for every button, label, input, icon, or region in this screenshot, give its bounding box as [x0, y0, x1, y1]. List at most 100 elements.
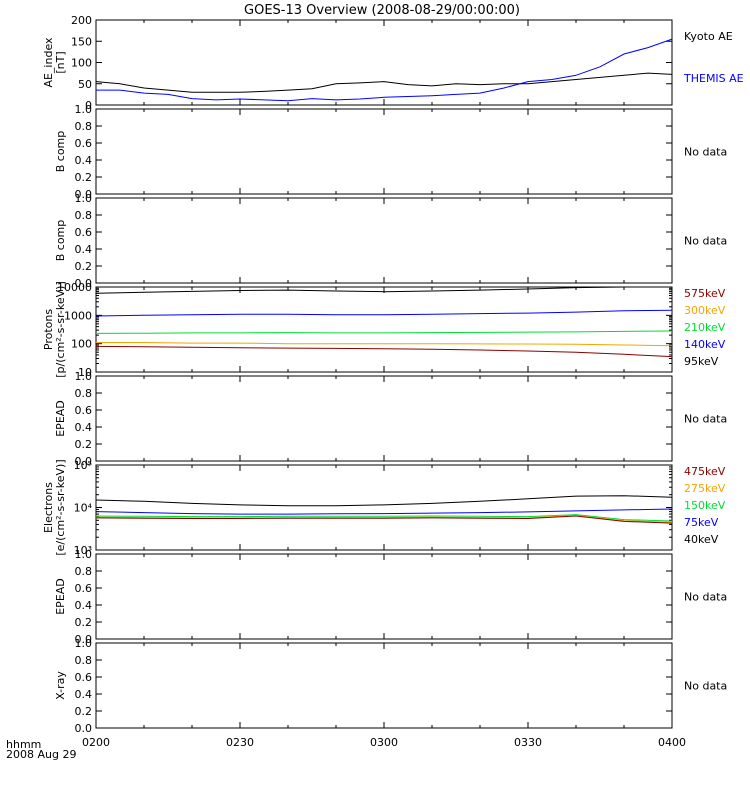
legend-entry: 300keV — [684, 304, 726, 317]
x-tick-label: 0300 — [370, 736, 398, 749]
legend-entry: 275keV — [684, 482, 726, 495]
panel-frame — [95, 197, 673, 284]
y-tick-label: 1.0 — [75, 103, 93, 116]
y-axis-label: Electrons — [42, 482, 55, 533]
no-data-label: No data — [684, 146, 727, 159]
y-tick-label: 0.6 — [75, 671, 93, 684]
y-tick-label: 0.4 — [75, 243, 93, 256]
panel-protons: 10 100 1000 10000 Protons [p/(cm²-s-sr-keV)] 5… — [42, 281, 726, 379]
legend-entry: 575keV — [684, 287, 726, 300]
x-axis: 0200 0230 0300 0330 0400 — [82, 736, 686, 749]
series-line-ae-0 — [95, 72, 673, 93]
y-tick-label: 0.8 — [75, 387, 93, 400]
x-tick-label: 0400 — [658, 736, 686, 749]
y-tick-label: 1000 — [64, 309, 92, 322]
panel-electrons: 10³ 10⁴ 10⁵ Electrons [e/(cm²-s-sr-keV)] 475k… — [42, 459, 726, 557]
panels-group: 0 50 100 150 200 AE_index [nT] Kyoto AE THEMIS A… — [42, 14, 744, 735]
y-tick-label: 0.0 — [75, 633, 93, 646]
y-tick-label: 1.0 — [75, 370, 93, 383]
y-tick-label: 0.8 — [75, 565, 93, 578]
no-data-label: No data — [684, 235, 727, 248]
y-tick-label: 10 — [78, 366, 92, 379]
y-tick-label: 0.0 — [75, 722, 93, 735]
y-tick-label: 100 — [71, 338, 92, 351]
y-axis-label: AE_index — [42, 37, 55, 88]
y-axis-units: [p/(cm²-s-sr-keV)] — [54, 281, 67, 378]
legend-entry: 95keV — [684, 355, 719, 368]
y-tick-label: 0.4 — [75, 154, 93, 167]
figure-title: GOES-13 Overview (2008-08-29/00:00:00) — [244, 3, 520, 18]
panel-frame — [95, 642, 673, 729]
y-tick-label: 0.8 — [75, 209, 93, 222]
series-line-ae-1 — [96, 38, 673, 102]
y-tick-label: 1.0 — [75, 637, 93, 650]
y-axis-label: X-ray — [54, 671, 67, 700]
panel-frame — [95, 19, 673, 106]
y-tick-label: 0.2 — [75, 705, 93, 718]
series-line-protons-3 — [96, 342, 673, 347]
y-axis-label: EPEAD — [54, 578, 67, 615]
panel-ae: 0 50 100 150 200 AE_index [nT] Kyoto AE THEMIS A… — [42, 14, 744, 112]
x-tick-label: 0200 — [82, 736, 110, 749]
y-tick-label: 10⁴ — [74, 502, 93, 515]
y-tick-label: 0.6 — [75, 137, 93, 150]
y-tick-label: 0.8 — [75, 654, 93, 667]
panel-nodata4: 0.0 0.2 0.4 0.6 0.8 1.0 EPEAD No data — [54, 548, 727, 646]
y-tick-label: 10³ — [74, 544, 92, 557]
y-tick-label: 0.2 — [75, 616, 93, 629]
no-data-label: No data — [684, 413, 727, 426]
panel-frame — [95, 375, 673, 462]
x-tick-label: 0230 — [226, 736, 254, 749]
panel-nodata1: 0.0 0.2 0.4 0.6 0.8 1.0 B comp No data — [54, 103, 727, 201]
panel-nodata3: 0.0 0.2 0.4 0.6 0.8 1.0 EPEAD No data — [54, 370, 727, 468]
y-tick-label: 0.2 — [75, 438, 93, 451]
y-tick-label: 0.0 — [75, 277, 93, 290]
y-tick-label: 100 — [71, 57, 92, 70]
panel-frame — [95, 553, 673, 640]
y-tick-label: 0.8 — [75, 120, 93, 133]
y-tick-label: 0.0 — [75, 455, 93, 468]
y-tick-label: 10000 — [57, 281, 92, 294]
y-tick-label: 0.6 — [75, 226, 93, 239]
y-tick-label: 10⁵ — [74, 459, 92, 472]
y-axis-label: Protons — [42, 309, 55, 350]
y-tick-label: 50 — [78, 78, 92, 91]
footer-date: 2008 Aug 29 — [6, 748, 76, 761]
y-tick-label: 1.0 — [75, 548, 93, 561]
y-tick-label: 0.0 — [75, 188, 93, 201]
y-tick-label: 0 — [85, 99, 92, 112]
legend-entry: 40keV — [684, 533, 719, 546]
legend-entry: Kyoto AE — [684, 30, 733, 43]
legend-entry: 75keV — [684, 516, 719, 529]
series-line-protons-2 — [95, 330, 673, 334]
no-data-label: No data — [684, 680, 727, 693]
y-tick-label: 0.4 — [75, 599, 93, 612]
series-line-protons-0 — [95, 286, 672, 294]
y-tick-label: 150 — [71, 35, 92, 48]
y-axis-label: B comp — [54, 131, 67, 173]
legend-entry: 150keV — [684, 499, 726, 512]
series-line-electrons-4 — [95, 515, 673, 524]
y-tick-label: 0.2 — [75, 171, 93, 184]
series-line-electrons-0 — [95, 495, 673, 507]
panel-frame — [95, 108, 673, 195]
y-tick-label: 0.4 — [75, 688, 93, 701]
x-tick-label: 0330 — [514, 736, 542, 749]
panel-frame — [95, 464, 673, 551]
series-line-protons-4 — [95, 345, 673, 358]
series-line-electrons-1 — [95, 508, 673, 515]
y-tick-label: 0.6 — [75, 404, 93, 417]
y-axis-label: B comp — [54, 220, 67, 262]
legend-entry: 475keV — [684, 465, 726, 478]
y-tick-label: 1.0 — [75, 192, 93, 205]
legend-entry: 210keV — [684, 321, 726, 334]
y-tick-label: 0.2 — [75, 260, 93, 273]
y-axis-units: [e/(cm²-s-sr-keV)] — [54, 459, 67, 555]
y-tick-label: 0.6 — [75, 582, 93, 595]
series-line-protons-1 — [95, 309, 673, 317]
panel-nodata5: 0.0 0.2 0.4 0.6 0.8 1.0 X-ray No data — [54, 637, 727, 735]
series-line-electrons-2 — [95, 514, 673, 522]
panel-frame — [95, 286, 673, 373]
legend-entry: 140keV — [684, 338, 726, 351]
